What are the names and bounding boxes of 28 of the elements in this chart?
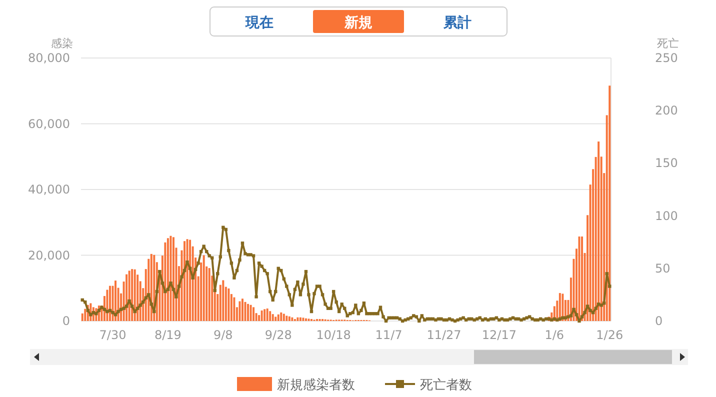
- y2-axis-title: 死亡: [657, 37, 679, 50]
- y-tick-label: 80,000: [28, 51, 70, 65]
- x-tick-label: 12/17: [482, 328, 516, 342]
- y2-tick-label: 150: [655, 156, 678, 170]
- y2-tick-label: 250: [655, 51, 678, 65]
- x-tick-label: 9/8: [214, 328, 233, 342]
- legend-label: 死亡者数: [420, 377, 472, 393]
- y-tick-label: 40,000: [28, 182, 70, 196]
- y-axis-title: 感染: [51, 37, 73, 50]
- legend-label: 新規感染者数: [277, 378, 355, 393]
- x-tick-label: 11/7: [375, 328, 402, 342]
- tab[interactable]: 新規: [313, 10, 404, 33]
- y2-tick-label: 0: [655, 314, 663, 328]
- x-tick-label: 9/28: [264, 328, 292, 342]
- x-tick-label: 7/30: [99, 328, 126, 342]
- y2-tick-label: 200: [655, 104, 678, 118]
- y2-tick-label: 50: [655, 261, 670, 276]
- tab[interactable]: 累計: [444, 15, 472, 31]
- y-tick-label: 60,000: [28, 116, 70, 131]
- x-tick-label: 10/18: [316, 328, 351, 342]
- x-tick-label: 1/6: [544, 328, 564, 342]
- y2-tick-label: 100: [655, 208, 678, 223]
- y-tick-label: 0: [62, 314, 70, 328]
- x-tick-label: 11/27: [426, 328, 462, 342]
- x-tick-label: 8/19: [154, 328, 182, 342]
- tab[interactable]: 現在: [246, 15, 274, 31]
- y-tick-label: 20,000: [28, 248, 70, 262]
- x-tick-label: 1/26: [596, 328, 624, 342]
